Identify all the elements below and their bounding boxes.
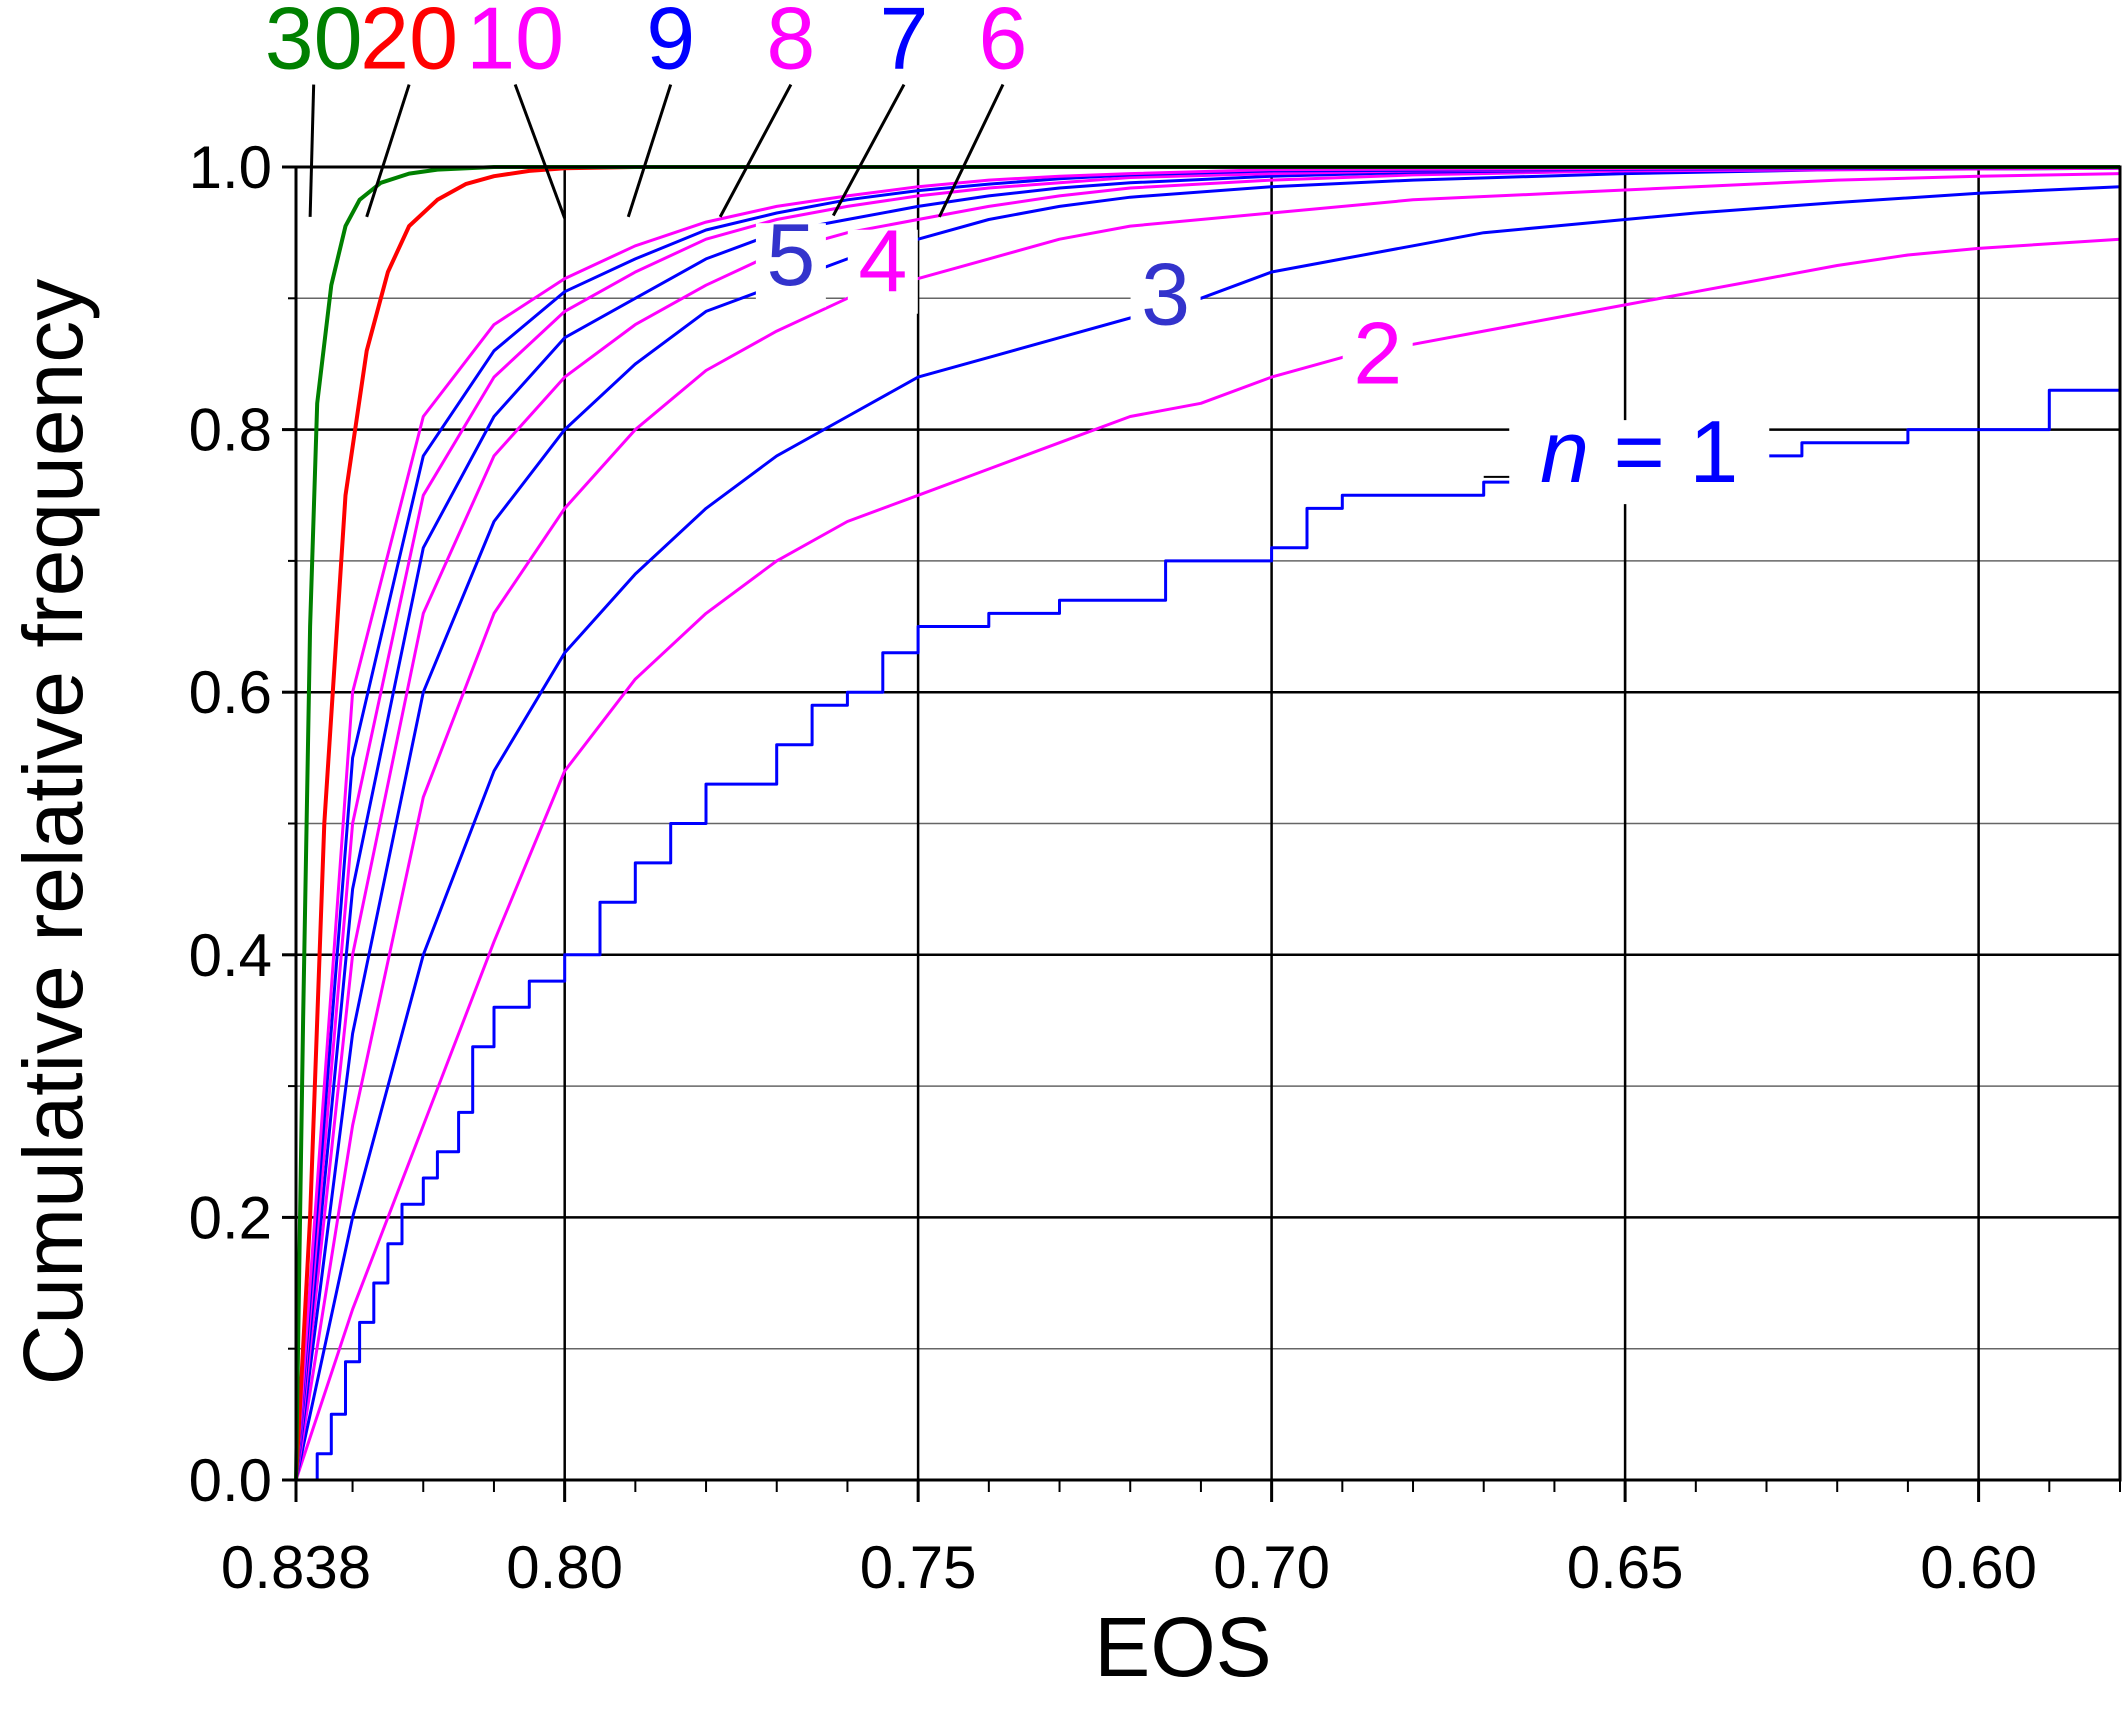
- curve-label-4: 4: [858, 212, 907, 311]
- curve-label-20: 20: [360, 0, 458, 88]
- y-tick-label: 0.2: [189, 1184, 272, 1251]
- x-tick-label: 0.70: [1213, 1534, 1330, 1601]
- x-axis-title: EOS: [1094, 1600, 1271, 1694]
- series-line-2: [294, 237, 2121, 1481]
- curve-label-2: 2: [1353, 304, 1402, 403]
- leader-line-10: [513, 84, 567, 219]
- x-tick-label: 0.838: [221, 1534, 371, 1601]
- curve-label-= 1: n = 1: [1540, 402, 1738, 501]
- y-tick-label: 1.0: [189, 134, 272, 201]
- leader-line-30: [308, 84, 316, 217]
- label-mask: [847, 229, 918, 314]
- x-tick-label: 0.60: [1920, 1534, 2037, 1601]
- x-tick-label: 0.80: [506, 1534, 623, 1601]
- series-line-6: [294, 166, 2121, 1481]
- y-axis-title: Cumulative relative frequency: [6, 279, 100, 1386]
- y-tick-label: 0.4: [189, 922, 272, 989]
- leader-line-7: [831, 83, 906, 217]
- series-line-1: [296, 388, 2120, 1482]
- leader-line-20: [365, 84, 411, 218]
- curves: [294, 165, 2121, 1482]
- curve-label-6: 6: [979, 0, 1028, 88]
- label-mask: [1509, 420, 1770, 505]
- y-tick-label: 0.6: [189, 659, 272, 726]
- y-tick-label: 0.8: [189, 397, 272, 464]
- x-tick-label: 0.75: [860, 1534, 977, 1601]
- leader-line-9: [626, 84, 673, 218]
- x-tick-label: 0.65: [1567, 1534, 1684, 1601]
- series-line-30: [294, 165, 2120, 1481]
- series-line-7: [294, 165, 2121, 1481]
- curve-label-9: 9: [646, 0, 695, 88]
- ticks: 0.0 0.2 0.4 0.6 0.8 1.0 0.838 0.80 0.75 0.70 0.65 0…: [189, 134, 2121, 1601]
- curve-label-5: 5: [766, 205, 815, 304]
- grid: [296, 167, 2120, 1480]
- curve-label-7: 7: [880, 0, 929, 88]
- y-tick-label: 0.0: [189, 1447, 272, 1514]
- curve-label-10: 10: [466, 0, 564, 88]
- curve-label-8: 8: [766, 0, 815, 88]
- label-mask: [1342, 321, 1413, 406]
- leader-line-6: [937, 83, 1005, 218]
- curve-label-30: 30: [265, 0, 363, 88]
- label-mask: [1130, 262, 1201, 347]
- label-mask: [755, 223, 826, 308]
- leader-line-8: [718, 83, 793, 218]
- series-line-3: [294, 185, 2121, 1481]
- series-line-8: [294, 165, 2121, 1481]
- series-line-9: [294, 165, 2121, 1481]
- series-line-10: [294, 165, 2121, 1481]
- curve-label-3: 3: [1141, 245, 1190, 344]
- series-line-4: [294, 172, 2121, 1481]
